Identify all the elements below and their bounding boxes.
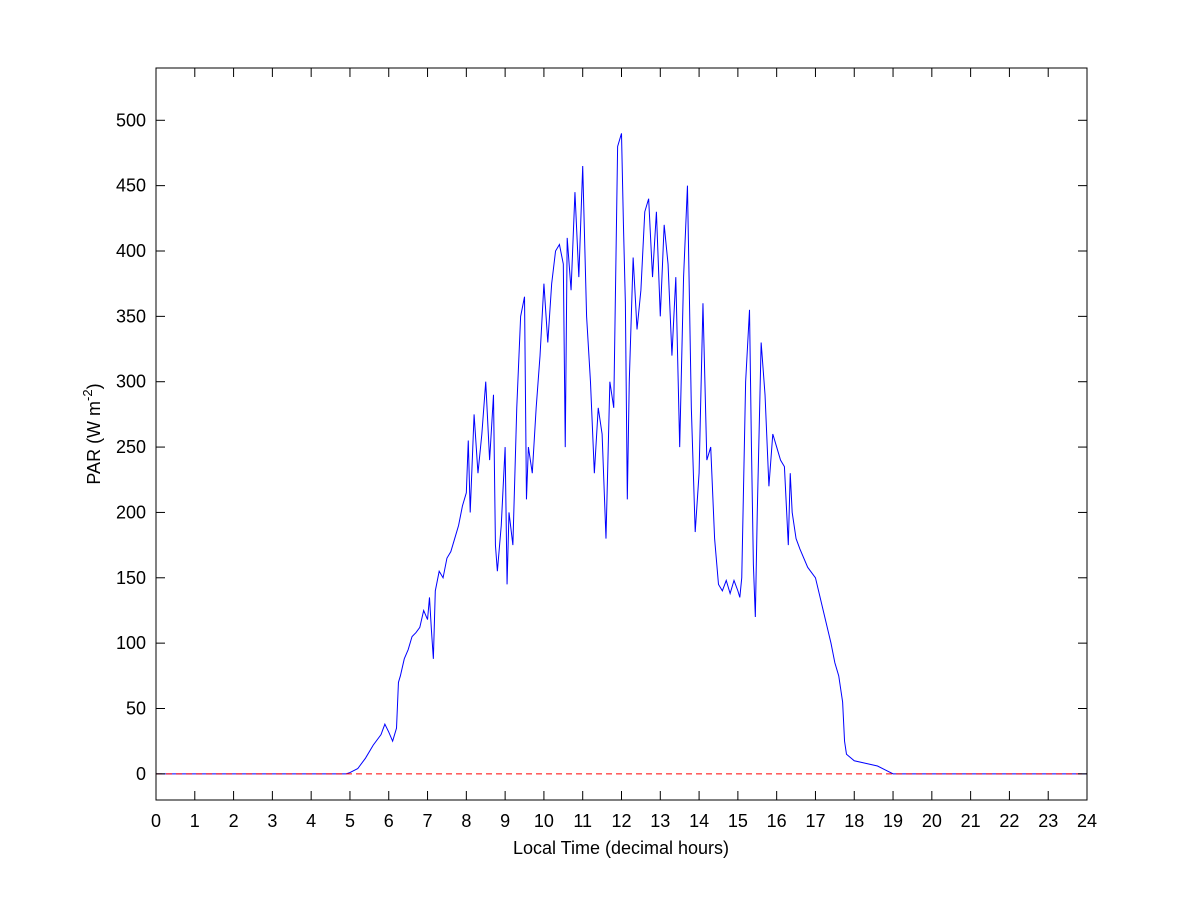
x-tick-label: 12	[611, 811, 631, 831]
x-tick-label: 7	[423, 811, 433, 831]
y-tick-label: 50	[126, 699, 146, 719]
x-tick-label: 3	[267, 811, 277, 831]
x-tick-label: 14	[689, 811, 709, 831]
y-label-sup: -2	[80, 389, 95, 401]
x-tick-label: 0	[151, 811, 161, 831]
x-tick-label: 4	[306, 811, 316, 831]
y-tick-label: 350	[116, 306, 146, 326]
x-tick-label: 11	[573, 811, 592, 831]
y-label-end: )	[84, 383, 104, 389]
y-tick-label: 0	[136, 764, 146, 784]
line-series	[156, 133, 1087, 775]
y-tick-label: 400	[116, 241, 146, 261]
x-tick-label: 6	[384, 811, 394, 831]
x-tick-label: 22	[999, 811, 1019, 831]
x-tick-label: 20	[922, 811, 942, 831]
x-tick-label: 8	[461, 811, 471, 831]
x-tick-label: 9	[500, 811, 510, 831]
y-tick-label: 200	[116, 502, 146, 522]
x-tick-label: 1	[190, 811, 200, 831]
x-tick-label: 5	[345, 811, 355, 831]
y-tick-label: 150	[116, 568, 146, 588]
x-tick-label: 13	[650, 811, 670, 831]
y-tick-label: 300	[116, 372, 146, 392]
x-tick-label: 18	[844, 811, 864, 831]
x-tick-label: 24	[1077, 811, 1097, 831]
y-label-text: PAR (W m	[84, 401, 104, 485]
y-tick-label: 450	[116, 176, 146, 196]
x-tick-label: 23	[1038, 811, 1058, 831]
y-axis-label: PAR (W m-2)	[80, 383, 104, 484]
x-tick-label: 15	[728, 811, 748, 831]
y-tick-label: 500	[116, 110, 146, 130]
y-tick-label: 250	[116, 437, 146, 457]
x-tick-label: 16	[767, 811, 787, 831]
x-tick-label: 10	[534, 811, 554, 831]
x-tick-label: 19	[883, 811, 903, 831]
x-tick-label: 21	[961, 811, 981, 831]
x-tick-label: 17	[805, 811, 825, 831]
x-axis-label: Local Time (decimal hours)	[513, 838, 729, 858]
x-tick-label: 2	[229, 811, 239, 831]
y-tick-label: 100	[116, 633, 146, 653]
